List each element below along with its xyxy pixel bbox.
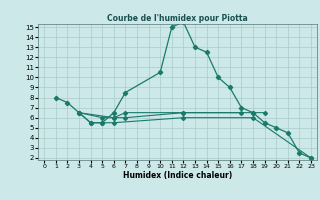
- Title: Courbe de l'humidex pour Piotta: Courbe de l'humidex pour Piotta: [107, 14, 248, 23]
- X-axis label: Humidex (Indice chaleur): Humidex (Indice chaleur): [123, 171, 232, 180]
